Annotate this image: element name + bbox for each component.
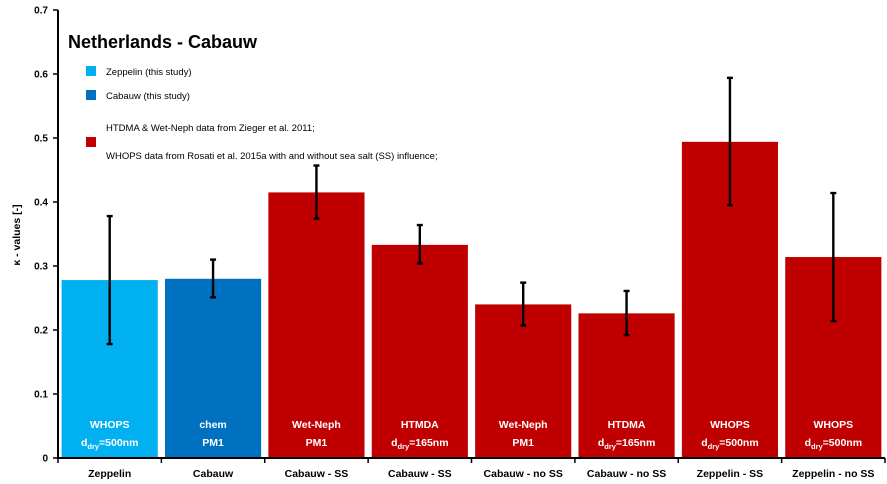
y-tick-label-3: 0.3 xyxy=(34,262,48,273)
bar-label-line2-8: ddry=500nm xyxy=(805,437,863,451)
bar-label-line2-1: ddry=500nm xyxy=(81,437,139,451)
bar-label-line1-6: HTDMA xyxy=(608,419,646,431)
x-tick-label-6: Cabauw - no SS xyxy=(587,468,666,480)
y-tick-label-4: 0.4 xyxy=(34,198,48,209)
x-tick-label-7: Zeppelin - SS xyxy=(697,468,764,480)
chart-title: Netherlands - Cabauw xyxy=(68,32,258,52)
legend-text-3-2: WHOPS data from Rosati et al. 2015a with… xyxy=(106,151,438,162)
bar-label-line1-3: Wet-Neph xyxy=(292,419,341,431)
x-tick-label-5: Cabauw - no SS xyxy=(484,468,563,480)
legend-text-1-1: Zeppelin (this study) xyxy=(106,67,192,78)
bar-3 xyxy=(268,192,365,458)
y-tick-label-0: 0 xyxy=(42,454,48,465)
legend-swatch-1 xyxy=(86,66,96,76)
x-tick-label-1: Zeppelin xyxy=(88,468,131,480)
x-tick-label-2: Cabauw xyxy=(193,468,234,480)
bar-label-line2-6: ddry=165nm xyxy=(598,437,656,451)
legend: Zeppelin (this study) Cabauw (this study)… xyxy=(86,66,438,162)
y-axis-label: κ - values [-] xyxy=(11,204,23,265)
bar-5 xyxy=(475,304,572,458)
bar-label-line1-1: WHOPS xyxy=(90,419,130,431)
bar-label-line1-8: WHOPS xyxy=(813,419,853,431)
plot-area: WHOPS ddry=500nm Zeppelin chem PM1 Cabauw Wet-… xyxy=(34,6,886,480)
bar-label-line1-5: Wet-Neph xyxy=(499,419,548,431)
bar-label-line2-7: ddry=500nm xyxy=(701,437,759,451)
legend-swatch-2 xyxy=(86,90,96,100)
bar-4 xyxy=(371,244,468,458)
bar-label-line2-4: ddry=165nm xyxy=(391,437,449,451)
bar-label-line2-2: PM1 xyxy=(202,437,224,449)
bar-label-line1-4: HTMDA xyxy=(401,419,439,431)
x-tick-label-4: Cabauw - SS xyxy=(388,468,452,480)
legend-text-2-1: Cabauw (this study) xyxy=(106,91,190,102)
y-tick-label-2: 0.2 xyxy=(34,326,48,337)
x-tick-label-3: Cabauw - SS xyxy=(285,468,349,480)
bar-label-line1-2: chem xyxy=(199,419,226,431)
legend-swatch-3 xyxy=(86,137,96,147)
y-tick-label-1: 0.1 xyxy=(34,390,48,401)
y-tick-label-6: 0.6 xyxy=(34,70,48,81)
bar-label-line1-7: WHOPS xyxy=(710,419,750,431)
y-tick-label-5: 0.5 xyxy=(34,134,48,145)
bar-label-line2-5: PM1 xyxy=(512,437,534,449)
bar-label-line2-3: PM1 xyxy=(306,437,328,449)
legend-text-3-1: HTDMA & Wet-Neph data from Zieger et al.… xyxy=(106,123,315,134)
bar-2 xyxy=(164,278,262,458)
y-tick-label-7: 0.7 xyxy=(34,6,48,17)
bar-6 xyxy=(578,313,675,458)
x-tick-label-8: Zeppelin - no SS xyxy=(792,468,874,480)
